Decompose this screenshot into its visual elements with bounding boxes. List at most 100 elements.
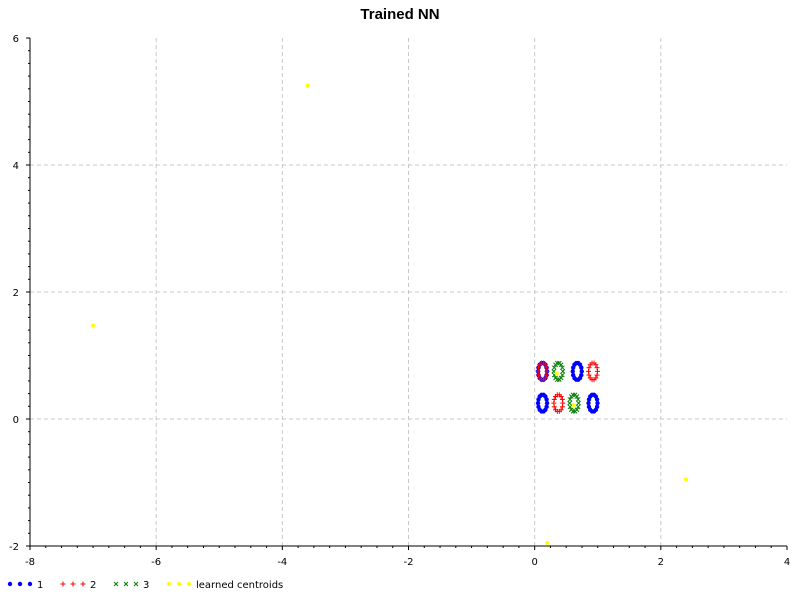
point-cross-b bbox=[551, 365, 557, 371]
x-tick-label: -2 bbox=[404, 557, 414, 568]
point-cross-b bbox=[133, 581, 139, 587]
data-point bbox=[567, 404, 573, 410]
data-point bbox=[559, 404, 565, 410]
legend-label: learned centroids bbox=[196, 580, 283, 591]
point-dot bbox=[535, 400, 541, 406]
point-cross-b bbox=[551, 369, 557, 374]
legend-marker bbox=[187, 582, 191, 586]
data-point bbox=[551, 365, 557, 371]
data-point bbox=[542, 362, 548, 368]
point-cross-b bbox=[576, 400, 581, 406]
point-cross-b bbox=[113, 581, 119, 587]
data-point bbox=[544, 365, 550, 371]
data-point bbox=[594, 397, 600, 402]
point-cross-b bbox=[560, 365, 565, 371]
data-point bbox=[544, 397, 549, 402]
legend-item: 2 bbox=[60, 580, 96, 591]
series-1 bbox=[535, 360, 600, 414]
data-point bbox=[575, 397, 581, 402]
point-cross-b bbox=[553, 375, 558, 381]
data-point bbox=[536, 404, 541, 410]
y-tick-label: -2 bbox=[9, 542, 19, 553]
y-tick-label: 6 bbox=[13, 34, 19, 45]
point-dot bbox=[586, 404, 592, 410]
legend-marker bbox=[123, 581, 129, 587]
data-point bbox=[594, 365, 600, 371]
data-point bbox=[567, 397, 573, 402]
x-tick-label: -8 bbox=[25, 557, 35, 568]
data-point bbox=[560, 369, 566, 374]
x-tick-label: -4 bbox=[277, 557, 287, 568]
legend-marker bbox=[167, 582, 171, 586]
data-point bbox=[567, 400, 572, 406]
point-star bbox=[545, 540, 550, 545]
data-point bbox=[535, 400, 541, 406]
point-dot bbox=[544, 400, 550, 406]
point-star bbox=[167, 582, 171, 586]
data-point bbox=[553, 407, 559, 413]
legend-marker bbox=[177, 582, 181, 586]
point-cross-b bbox=[567, 404, 573, 410]
point-cross-b bbox=[567, 397, 573, 402]
point-cross-b bbox=[575, 397, 581, 402]
x-tick-label: 2 bbox=[658, 557, 664, 568]
data-point bbox=[544, 400, 550, 406]
legend-marker bbox=[27, 581, 33, 587]
point-dot bbox=[586, 400, 591, 406]
data-point bbox=[91, 323, 96, 328]
point-dot bbox=[17, 581, 23, 587]
point-dot bbox=[544, 397, 549, 402]
point-cross-b bbox=[567, 400, 572, 406]
legend-marker bbox=[60, 581, 66, 587]
data-point bbox=[570, 372, 576, 378]
point-cross-b bbox=[560, 369, 566, 374]
data-point bbox=[545, 540, 550, 545]
point-star bbox=[187, 582, 191, 586]
chart-title: Trained NN bbox=[360, 6, 439, 23]
legend-marker bbox=[17, 581, 23, 587]
legend-marker bbox=[7, 581, 13, 587]
data-point bbox=[568, 407, 574, 413]
legend: 1 2 3 learned centroids bbox=[7, 580, 283, 591]
point-star bbox=[305, 83, 310, 88]
point-dot bbox=[594, 397, 600, 402]
point-star bbox=[91, 323, 96, 328]
data-point bbox=[587, 375, 593, 381]
data-point bbox=[579, 369, 584, 374]
point-star bbox=[571, 403, 576, 408]
point-dot bbox=[27, 581, 33, 587]
point-dot bbox=[579, 369, 584, 374]
point-cross-b bbox=[574, 394, 580, 399]
point-dot bbox=[595, 400, 600, 406]
data-point bbox=[586, 400, 591, 406]
point-dot bbox=[7, 581, 13, 587]
point-star bbox=[554, 371, 559, 376]
plot-area bbox=[91, 83, 689, 545]
grid bbox=[30, 38, 787, 546]
legend-label: 2 bbox=[90, 580, 96, 591]
data-point bbox=[684, 477, 689, 482]
point-dot bbox=[579, 365, 584, 370]
point-dot bbox=[536, 404, 541, 410]
data-point bbox=[579, 365, 584, 370]
legend-marker bbox=[113, 581, 119, 587]
legend-marker bbox=[133, 581, 139, 587]
data-point bbox=[560, 365, 565, 371]
data-point bbox=[560, 372, 565, 378]
legend-item: 1 bbox=[7, 580, 43, 591]
data-point bbox=[559, 396, 565, 402]
data-point bbox=[554, 371, 559, 376]
point-star bbox=[684, 477, 689, 482]
point-cross-b bbox=[558, 362, 564, 368]
series-3 bbox=[551, 360, 581, 414]
data-point bbox=[535, 365, 541, 371]
x-axis-ticks: -8 -6 -4 -2 0 2 4 bbox=[25, 546, 790, 568]
point-cross-b bbox=[123, 581, 129, 587]
data-point bbox=[571, 403, 576, 408]
data-point bbox=[575, 404, 581, 410]
point-cross-b bbox=[568, 407, 574, 413]
y-tick-label: 0 bbox=[13, 415, 19, 426]
data-point bbox=[558, 393, 564, 399]
data-point bbox=[570, 369, 575, 374]
